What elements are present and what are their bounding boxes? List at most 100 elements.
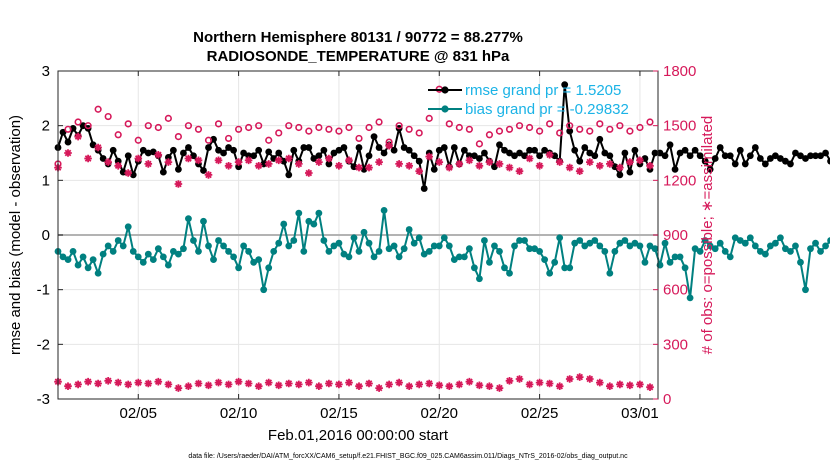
data-point xyxy=(736,237,744,244)
legend-bias-marker xyxy=(441,105,449,113)
data-point xyxy=(455,253,463,261)
data-point xyxy=(621,237,629,244)
data-point xyxy=(822,242,829,250)
x-tick-label: 02/25 xyxy=(521,405,559,422)
data-point xyxy=(756,248,764,255)
data-point xyxy=(290,146,298,154)
data-point xyxy=(817,248,824,255)
y-axis-right-label: # of obs: o=possible; ∗=assimilated xyxy=(699,116,716,355)
data-point xyxy=(676,149,684,157)
data-point xyxy=(435,158,444,166)
data-point xyxy=(355,163,363,172)
data-point xyxy=(531,245,538,253)
data-point xyxy=(305,127,313,135)
data-point xyxy=(205,144,212,151)
data-point xyxy=(230,146,237,154)
data-point xyxy=(521,237,528,244)
data-point xyxy=(636,123,644,132)
data-point xyxy=(99,155,107,162)
y-left-tick-label: 3 xyxy=(42,63,50,80)
data-point xyxy=(375,248,383,255)
data-point xyxy=(646,118,654,126)
y-right-tick-labels: 0 300 600 900 1200 1500 1800 xyxy=(663,63,696,408)
data-point xyxy=(345,378,353,387)
data-point xyxy=(731,234,739,242)
y-axis-left-label: rmse and bias (model - observation) xyxy=(7,115,24,355)
data-point xyxy=(611,248,619,255)
data-point xyxy=(295,123,303,132)
data-point xyxy=(144,379,153,388)
data-point xyxy=(681,146,689,154)
data-point xyxy=(481,237,488,244)
data-point xyxy=(144,160,153,168)
data-point xyxy=(561,81,569,89)
data-point xyxy=(455,160,464,168)
data-point xyxy=(516,149,523,157)
data-point xyxy=(139,146,147,154)
data-point xyxy=(335,239,343,247)
data-point xyxy=(425,248,433,255)
data-point xyxy=(606,152,614,160)
data-point xyxy=(194,379,203,388)
data-point xyxy=(340,250,348,258)
data-point xyxy=(545,379,554,388)
data-point xyxy=(74,380,82,389)
data-point xyxy=(575,167,584,175)
y-right-tick-label: 600 xyxy=(663,282,688,299)
data-point xyxy=(134,136,142,144)
data-point xyxy=(450,144,458,151)
data-point xyxy=(270,248,278,255)
data-point xyxy=(400,245,408,253)
data-point xyxy=(405,162,413,170)
data-point xyxy=(777,155,784,162)
y-left-tick-label: 1 xyxy=(42,172,50,189)
data-point xyxy=(475,162,484,170)
data-point xyxy=(164,153,172,161)
data-point xyxy=(631,239,639,247)
data-point xyxy=(84,154,92,163)
data-point xyxy=(224,134,233,143)
data-point xyxy=(787,160,794,168)
data-point xyxy=(245,123,253,132)
y-left-tick-label: 2 xyxy=(42,118,50,135)
data-point xyxy=(546,120,554,128)
data-point xyxy=(787,248,794,255)
data-point xyxy=(415,380,423,389)
data-point xyxy=(555,158,564,166)
data-point xyxy=(265,136,273,144)
data-point xyxy=(305,378,313,387)
data-point xyxy=(415,157,423,165)
data-point xyxy=(175,250,182,258)
data-point xyxy=(496,248,503,255)
data-point xyxy=(264,160,273,168)
data-point xyxy=(827,237,830,244)
data-point xyxy=(315,123,323,132)
data-point xyxy=(485,131,494,139)
data-point xyxy=(395,122,403,130)
data-point xyxy=(340,144,348,151)
data-point xyxy=(606,269,614,277)
data-point xyxy=(491,242,498,250)
data-point xyxy=(445,120,453,128)
data-point xyxy=(505,377,514,385)
data-point xyxy=(325,154,333,163)
data-point xyxy=(536,248,544,255)
data-point xyxy=(355,382,363,390)
data-point xyxy=(114,162,122,170)
data-point xyxy=(606,160,614,168)
data-point xyxy=(435,146,443,154)
data-point xyxy=(370,253,378,261)
data-point xyxy=(325,125,333,133)
data-point xyxy=(174,180,183,188)
x-tick-label: 02/05 xyxy=(119,405,157,422)
data-point xyxy=(621,149,629,157)
data-point xyxy=(616,171,624,179)
x-axis-label: Feb.01,2016 00:00:00 start xyxy=(268,427,449,444)
data-point xyxy=(240,149,248,157)
data-point xyxy=(741,160,749,168)
data-point xyxy=(94,143,102,152)
data-point xyxy=(475,381,484,390)
data-point xyxy=(84,264,92,272)
chart-title-line-2: RADIOSONDE_TEMPERATURE @ 831 hPa xyxy=(207,48,510,65)
